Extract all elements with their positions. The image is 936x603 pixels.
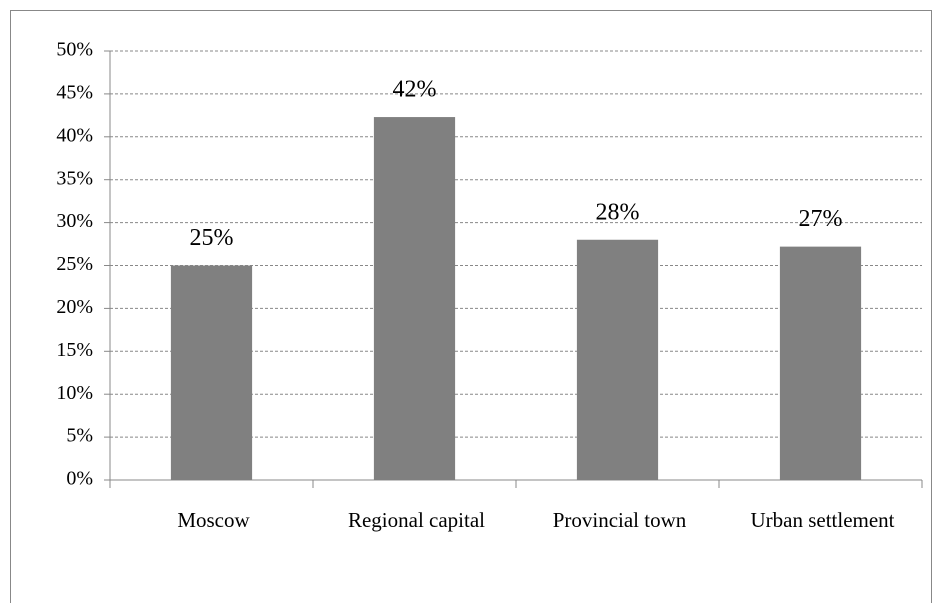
x-tick-label: Urban settlement [750, 508, 894, 532]
bar [170, 265, 253, 480]
x-tick-label: Regional capital [348, 508, 485, 532]
y-tick-label: 45% [56, 81, 93, 103]
y-tick-label: 25% [56, 253, 93, 275]
y-tick-label: 40% [56, 124, 93, 146]
data-label: 42% [393, 77, 437, 103]
y-tick-label: 15% [56, 339, 93, 361]
y-tick-label: 10% [56, 382, 93, 404]
y-tick-label: 0% [66, 468, 93, 490]
chart-border [10, 10, 932, 603]
data-label: 27% [799, 206, 843, 232]
x-tick-label: Moscow [177, 508, 250, 532]
data-label: 25% [190, 225, 234, 251]
y-tick-label: 35% [56, 167, 93, 189]
y-tick-label: 5% [66, 425, 93, 447]
bar [779, 246, 862, 480]
y-tick-label: 50% [56, 39, 93, 61]
bar [576, 239, 659, 480]
x-tick-label: Provincial town [553, 508, 687, 532]
y-tick-label: 20% [56, 296, 93, 318]
data-label: 28% [596, 199, 640, 225]
y-tick-label: 30% [56, 210, 93, 232]
bar [373, 117, 456, 480]
